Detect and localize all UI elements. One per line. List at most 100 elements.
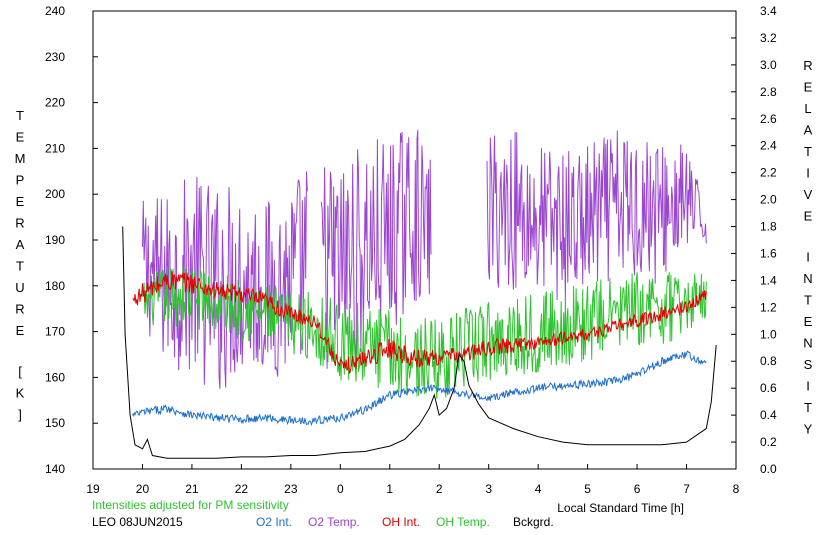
axis-label-letter: R: [15, 302, 24, 317]
y-right-tick-label: 0.0: [760, 462, 777, 476]
y-left-tick-label: 190: [45, 233, 65, 247]
legend-item-o2_int: O2 Int.: [256, 515, 293, 529]
x-tick-label: 8: [733, 482, 740, 496]
series-o2_int: [132, 350, 707, 427]
axis-label-letter: I: [806, 166, 810, 181]
axis-label-letter: K: [16, 385, 25, 400]
x-tick-label: 4: [535, 482, 542, 496]
y-right-tick-label: 0.2: [760, 435, 777, 449]
axis-label-letter: E: [16, 323, 25, 338]
axis-label-letter: E: [804, 314, 813, 329]
y-right-tick-label: 2.2: [760, 166, 777, 180]
axis-label-letter: E: [804, 209, 813, 224]
axis-label-letter: V: [804, 187, 813, 202]
x-tick-label: 21: [185, 482, 199, 496]
sensitivity-note: Intensities adjusted for PM sensitivity: [92, 498, 289, 512]
axis-label-letter: L: [804, 101, 811, 116]
y-right-tick-label: 3.0: [760, 58, 777, 72]
series-line-o2_temp: [486, 130, 707, 301]
x-tick-label: 0: [337, 482, 344, 496]
y-right-tick-label: 1.8: [760, 220, 777, 234]
axis-label-letter: E: [16, 194, 25, 209]
y-right-tick-label: 0.8: [760, 354, 777, 368]
y-right-tick-label: 1.6: [760, 246, 777, 260]
x-tick-label: 20: [136, 482, 150, 496]
y-right-tick-label: 3.4: [760, 4, 777, 18]
x-axis: 19 20 21 22 23 0 1 2 3 4 5 6 7 8: [86, 464, 740, 496]
x-tick-label: 1: [386, 482, 393, 496]
y-right-tick-label: 0.6: [760, 381, 777, 395]
axis-label-letter: T: [16, 108, 24, 123]
y-right-tick-label: 3.2: [760, 31, 777, 45]
y-right-tick-label: 2.6: [760, 112, 777, 126]
y-left-tick-label: 240: [45, 4, 65, 18]
y-right-tick-label: 1.0: [760, 327, 777, 341]
y-left-tick-label: 200: [45, 187, 65, 201]
series-oh_temp: [142, 265, 707, 399]
y-right-tick-label: 2.8: [760, 85, 777, 99]
y-left-tick-label: 140: [45, 462, 65, 476]
axis-label-letter: T: [804, 292, 812, 307]
axis-label-letter: E: [16, 130, 25, 145]
axis-label-letter: T: [16, 259, 24, 274]
axis-label-letter: [: [18, 364, 22, 379]
y-right-tick-label: 2.0: [760, 193, 777, 207]
legend-item-oh_temp: OH Temp.: [436, 515, 490, 529]
y-left-tick-label: 170: [45, 325, 65, 339]
axis-label-letter: U: [15, 280, 24, 295]
axis-label-letter: I: [806, 378, 810, 393]
series-line-o2_int: [132, 350, 707, 427]
y-left-tick-label: 230: [45, 50, 65, 64]
series-o2_temp: [142, 129, 707, 389]
y-right-tick-label: 1.4: [760, 273, 777, 287]
x-tick-label: 5: [584, 482, 591, 496]
x-tick-label: 23: [284, 482, 298, 496]
axis-label-letter: N: [803, 271, 812, 286]
y-left-tick-label: 210: [45, 141, 65, 155]
axis-label-letter: T: [804, 400, 812, 415]
y-axis-left: 140 150 160 170 180 190 200 210 220 230 240: [45, 4, 98, 476]
y-left-tick-label: 160: [45, 370, 65, 384]
axis-label-letter: ]: [18, 407, 22, 422]
axis-label-letter: E: [804, 80, 813, 95]
x-tick-label: 22: [235, 482, 249, 496]
y-right-tick-label: 2.4: [760, 139, 777, 153]
axis-label-letter: R: [803, 58, 812, 73]
axis-label-letter: M: [15, 151, 26, 166]
axis-label-letter: I: [806, 249, 810, 264]
axis-label-letter: N: [803, 335, 812, 350]
x-tick-label: 7: [683, 482, 690, 496]
x-tick-label: 6: [634, 482, 641, 496]
axis-label-letter: S: [804, 357, 813, 372]
y-left-tick-label: 150: [45, 416, 65, 430]
legend-item-oh_int: OH Int.: [382, 515, 421, 529]
series-line-o2_temp: [142, 171, 308, 389]
legend-item-bckgrd: Bckgrd.: [513, 515, 554, 529]
y-right-tick-label: 1.2: [760, 300, 777, 314]
series-line-bckgrd: [122, 226, 717, 459]
x-axis-title: Local Standard Time [h]: [557, 501, 684, 515]
axis-label-letter: A: [804, 123, 813, 138]
series-line-o2_temp: [320, 129, 432, 369]
series-line-oh_int: [132, 271, 707, 375]
x-tick-label: 19: [86, 482, 100, 496]
legend-item-o2_temp: O2 Temp.: [308, 515, 360, 529]
axis-label-letter: P: [16, 173, 25, 188]
y-right-tick-label: 0.4: [760, 408, 777, 422]
axis-label-letter: T: [804, 144, 812, 159]
series-bckgrd: [122, 226, 717, 459]
axis-label-letter: R: [15, 216, 24, 231]
x-tick-label: 2: [436, 482, 443, 496]
y-left-tick-label: 180: [45, 279, 65, 293]
series-oh_int: [132, 271, 707, 375]
x-tick-label: 3: [485, 482, 492, 496]
series-line-oh_temp: [142, 265, 707, 399]
y-axis-right: 0.0 0.2 0.4 0.6 0.8 1.0 1.2 1.4 1.6 1.8 2.0 2.2 2.4 2…: [731, 4, 777, 476]
station-date: LEO 08JUN2015: [92, 515, 183, 529]
series-layer: [122, 129, 717, 459]
y-left-tick-label: 220: [45, 96, 65, 110]
axis-label-letter: Y: [804, 421, 813, 436]
